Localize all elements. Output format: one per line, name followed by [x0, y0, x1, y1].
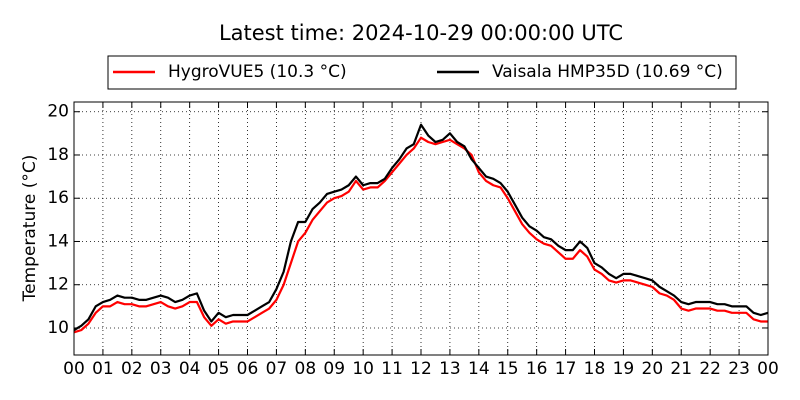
x-tick-label: 15	[497, 359, 519, 379]
y-tick-label: 12	[47, 275, 69, 295]
y-tick-label: 10	[47, 318, 69, 338]
x-tick-label: 02	[121, 359, 143, 379]
y-axis-label: Temperature (°C)	[20, 155, 40, 303]
plot-frame	[73, 101, 769, 356]
x-tick-label: 00	[63, 359, 85, 379]
y-tick-label: 18	[47, 145, 69, 165]
x-tick-label: 04	[179, 359, 201, 379]
x-tick-label: 06	[237, 359, 259, 379]
series-line	[73, 136, 768, 334]
x-tick-label: 10	[352, 359, 374, 379]
x-tick-label: 23	[728, 359, 750, 379]
x-tick-label: 17	[555, 359, 577, 379]
x-tick-label: 12	[410, 359, 432, 379]
x-tick-label: 21	[670, 359, 692, 379]
x-tick-label: 16	[526, 359, 548, 379]
x-tick-label: 11	[381, 359, 403, 379]
legend-box	[107, 55, 737, 90]
series-line	[73, 123, 769, 332]
x-tick-label: 13	[439, 359, 461, 379]
x-tick-label: 01	[92, 359, 114, 379]
legend-label: Vaisala HMP35D (10.69 °C)	[492, 62, 723, 82]
x-tick-label: 19	[613, 359, 635, 379]
x-tick-label: 09	[323, 359, 345, 379]
x-tick-label: 14	[468, 359, 490, 379]
legend-label: HygroVUE5 (10.3 °C)	[168, 62, 347, 82]
x-tick-label: 07	[266, 359, 288, 379]
y-tick-label: 20	[47, 102, 69, 122]
y-tick-label: 14	[47, 231, 69, 251]
x-tick-label: 00	[757, 359, 779, 379]
x-tick-label: 22	[699, 359, 721, 379]
x-tick-label: 08	[295, 359, 317, 379]
x-tick-label: 18	[584, 359, 606, 379]
y-tick-label: 16	[47, 188, 69, 208]
x-tick-label: 20	[642, 359, 664, 379]
x-tick-label: 03	[150, 359, 172, 379]
chart-title: Latest time: 2024-10-29 00:00:00 UTC	[219, 21, 623, 45]
x-tick-label: 05	[208, 359, 230, 379]
